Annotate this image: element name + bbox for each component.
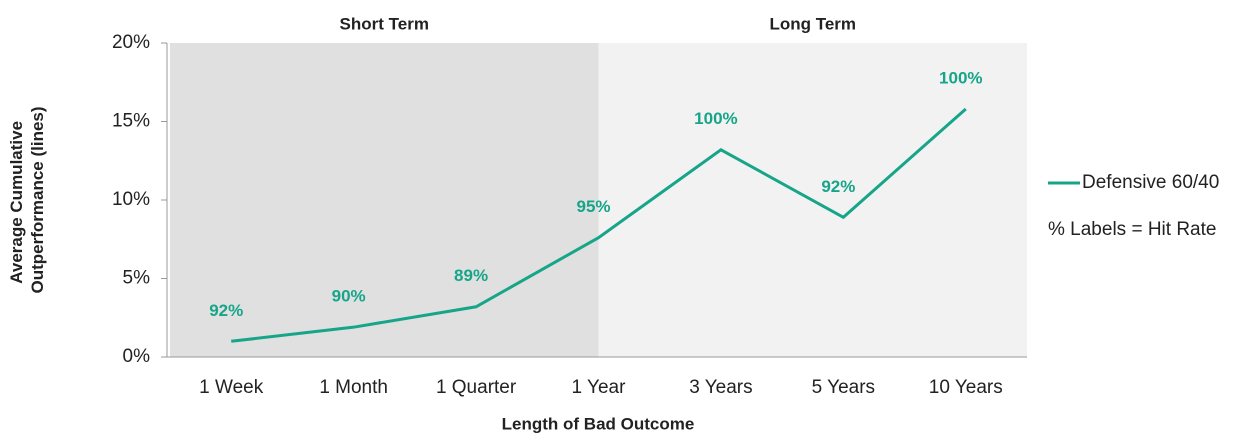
x-tick-label: 1 Quarter: [436, 377, 517, 398]
x-tick-label: 1 Year: [572, 377, 627, 398]
hit-rate-label: 100%: [694, 109, 737, 128]
x-tick-label: 10 Years: [929, 377, 1003, 398]
series-line: [231, 107, 967, 343]
y-axis-label-line: Average Cumulative: [7, 121, 26, 284]
y-tick-label: 10%: [112, 189, 150, 210]
y-tick-label: 15%: [112, 111, 150, 132]
hit-rate-label: 100%: [939, 68, 982, 87]
y-tick-label: 20%: [112, 32, 150, 53]
hit-rate-label: 92%: [821, 177, 855, 196]
y-axis-label-line: Outperformance (lines): [28, 106, 47, 293]
y-tick-label: 0%: [123, 346, 151, 367]
y-tick-label: 5%: [123, 268, 151, 289]
x-tick-label: 1 Month: [319, 377, 388, 398]
hit-rate-label: 90%: [332, 287, 366, 306]
region-label: Short Term: [340, 14, 429, 33]
legend-label: Defensive 60/40: [1082, 172, 1219, 193]
region-label: Long Term: [769, 14, 856, 33]
x-tick-label: 5 Years: [812, 377, 875, 398]
region-short: [170, 43, 599, 357]
x-axis-label: Length of Bad Outcome: [502, 414, 695, 433]
hit-rate-label: 95%: [576, 197, 610, 216]
x-tick-label: 3 Years: [689, 377, 752, 398]
note: % Labels = Hit Rate: [1048, 219, 1216, 240]
hit-rate-label: 89%: [454, 266, 488, 285]
hit-rate-label: 92%: [209, 301, 243, 320]
x-tick-label: 1 Week: [199, 377, 264, 398]
y-axis-label: Average Cumulative Outperformance (lines…: [7, 106, 47, 293]
